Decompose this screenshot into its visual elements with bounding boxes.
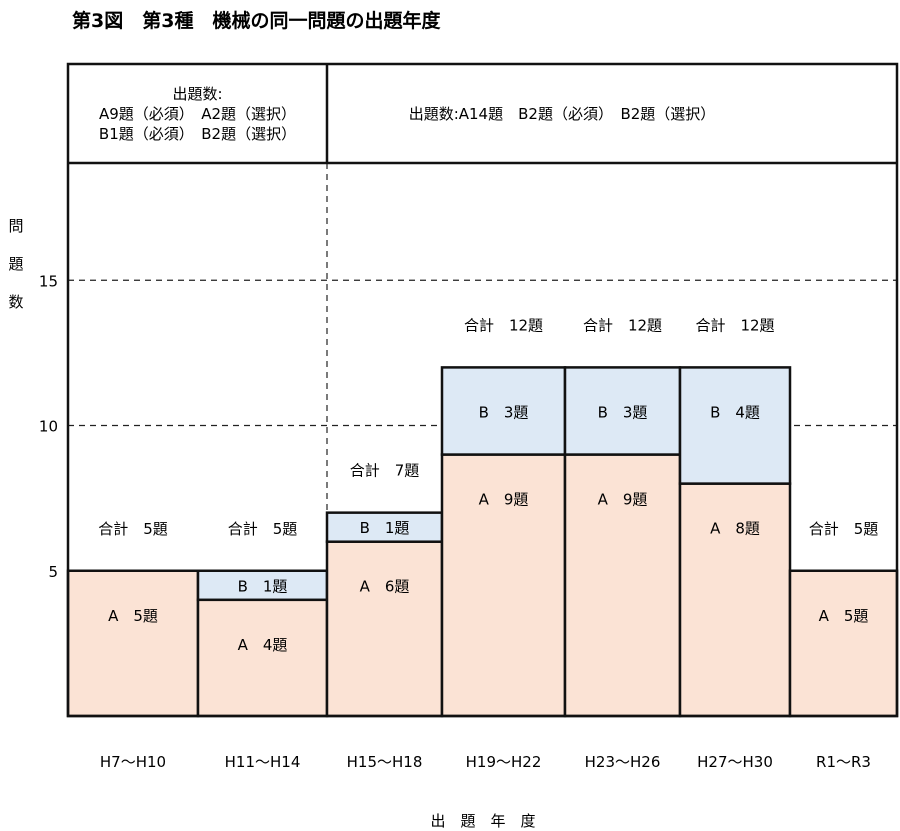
bar-label-b: B 1題 [238, 577, 288, 595]
bar-label-b: B 3題 [479, 403, 529, 421]
bar-segment-a [66, 569, 200, 718]
y-axis-title-char: 題 [8, 255, 23, 273]
total-label: 合計 7題 [350, 462, 420, 480]
bar-label-a: A 5題 [108, 607, 158, 625]
bar-label-a: A 4題 [238, 636, 288, 654]
header-panel-text: 出題数: [172, 85, 222, 103]
y-axis-title-char: 問 [8, 217, 23, 235]
bar-segment-b [440, 366, 567, 456]
bar-segment-b [678, 366, 792, 485]
x-tick-label: R1〜R3 [816, 753, 871, 771]
plot-frame [66, 62, 899, 718]
chart-title: 第3図 第3種 機械の同一問題の出題年度 [72, 9, 441, 32]
total-label: 合計 12題 [583, 316, 662, 334]
y-tick-label: 15 [39, 272, 58, 290]
x-tick-label: H19〜H22 [466, 753, 542, 771]
bar-label-a: A 6題 [360, 578, 410, 596]
bar-label-b: B 4題 [710, 403, 760, 421]
total-label: 合計 5題 [809, 520, 879, 538]
header-panel-text: 出題数:A14題 B2題（必須） B2題（選択） [409, 105, 716, 123]
total-label: 合計 5題 [98, 520, 168, 538]
x-tick-label: H23〜H26 [585, 753, 661, 771]
x-tick-label: H27〜H30 [697, 753, 773, 771]
bar-segment-a [788, 569, 899, 718]
y-tick-label: 5 [48, 563, 58, 581]
x-tick-label: H7〜H10 [100, 753, 166, 771]
bar-label-b: B 1題 [360, 519, 410, 537]
bar-segment-a [325, 540, 444, 718]
total-label: 合計 12題 [464, 316, 543, 334]
bar-label-a: A 9題 [479, 491, 529, 509]
header-panel-text: B1題（必須） B2題（選択） [99, 125, 296, 143]
bar-label-a: A 5題 [819, 607, 869, 625]
bar-segment-b [563, 366, 682, 456]
bar-label-a: A 9題 [598, 491, 648, 509]
y-axis-title-char: 数 [8, 293, 23, 311]
total-label: 合計 5題 [228, 520, 298, 538]
x-tick-label: H15〜H18 [347, 753, 423, 771]
bar-segment-a [196, 598, 329, 718]
header-panel-text: A9題（必須） A2題（選択） [99, 105, 296, 123]
bar-label-b: B 3題 [598, 403, 648, 421]
bar-label-a: A 8題 [710, 520, 760, 538]
total-label: 合計 12題 [695, 316, 774, 334]
x-axis-title: 出 題 年 度 [430, 812, 535, 830]
x-tick-label: H11〜H14 [225, 753, 301, 771]
bar-segment-a [678, 482, 792, 718]
y-tick-label: 10 [39, 418, 58, 436]
